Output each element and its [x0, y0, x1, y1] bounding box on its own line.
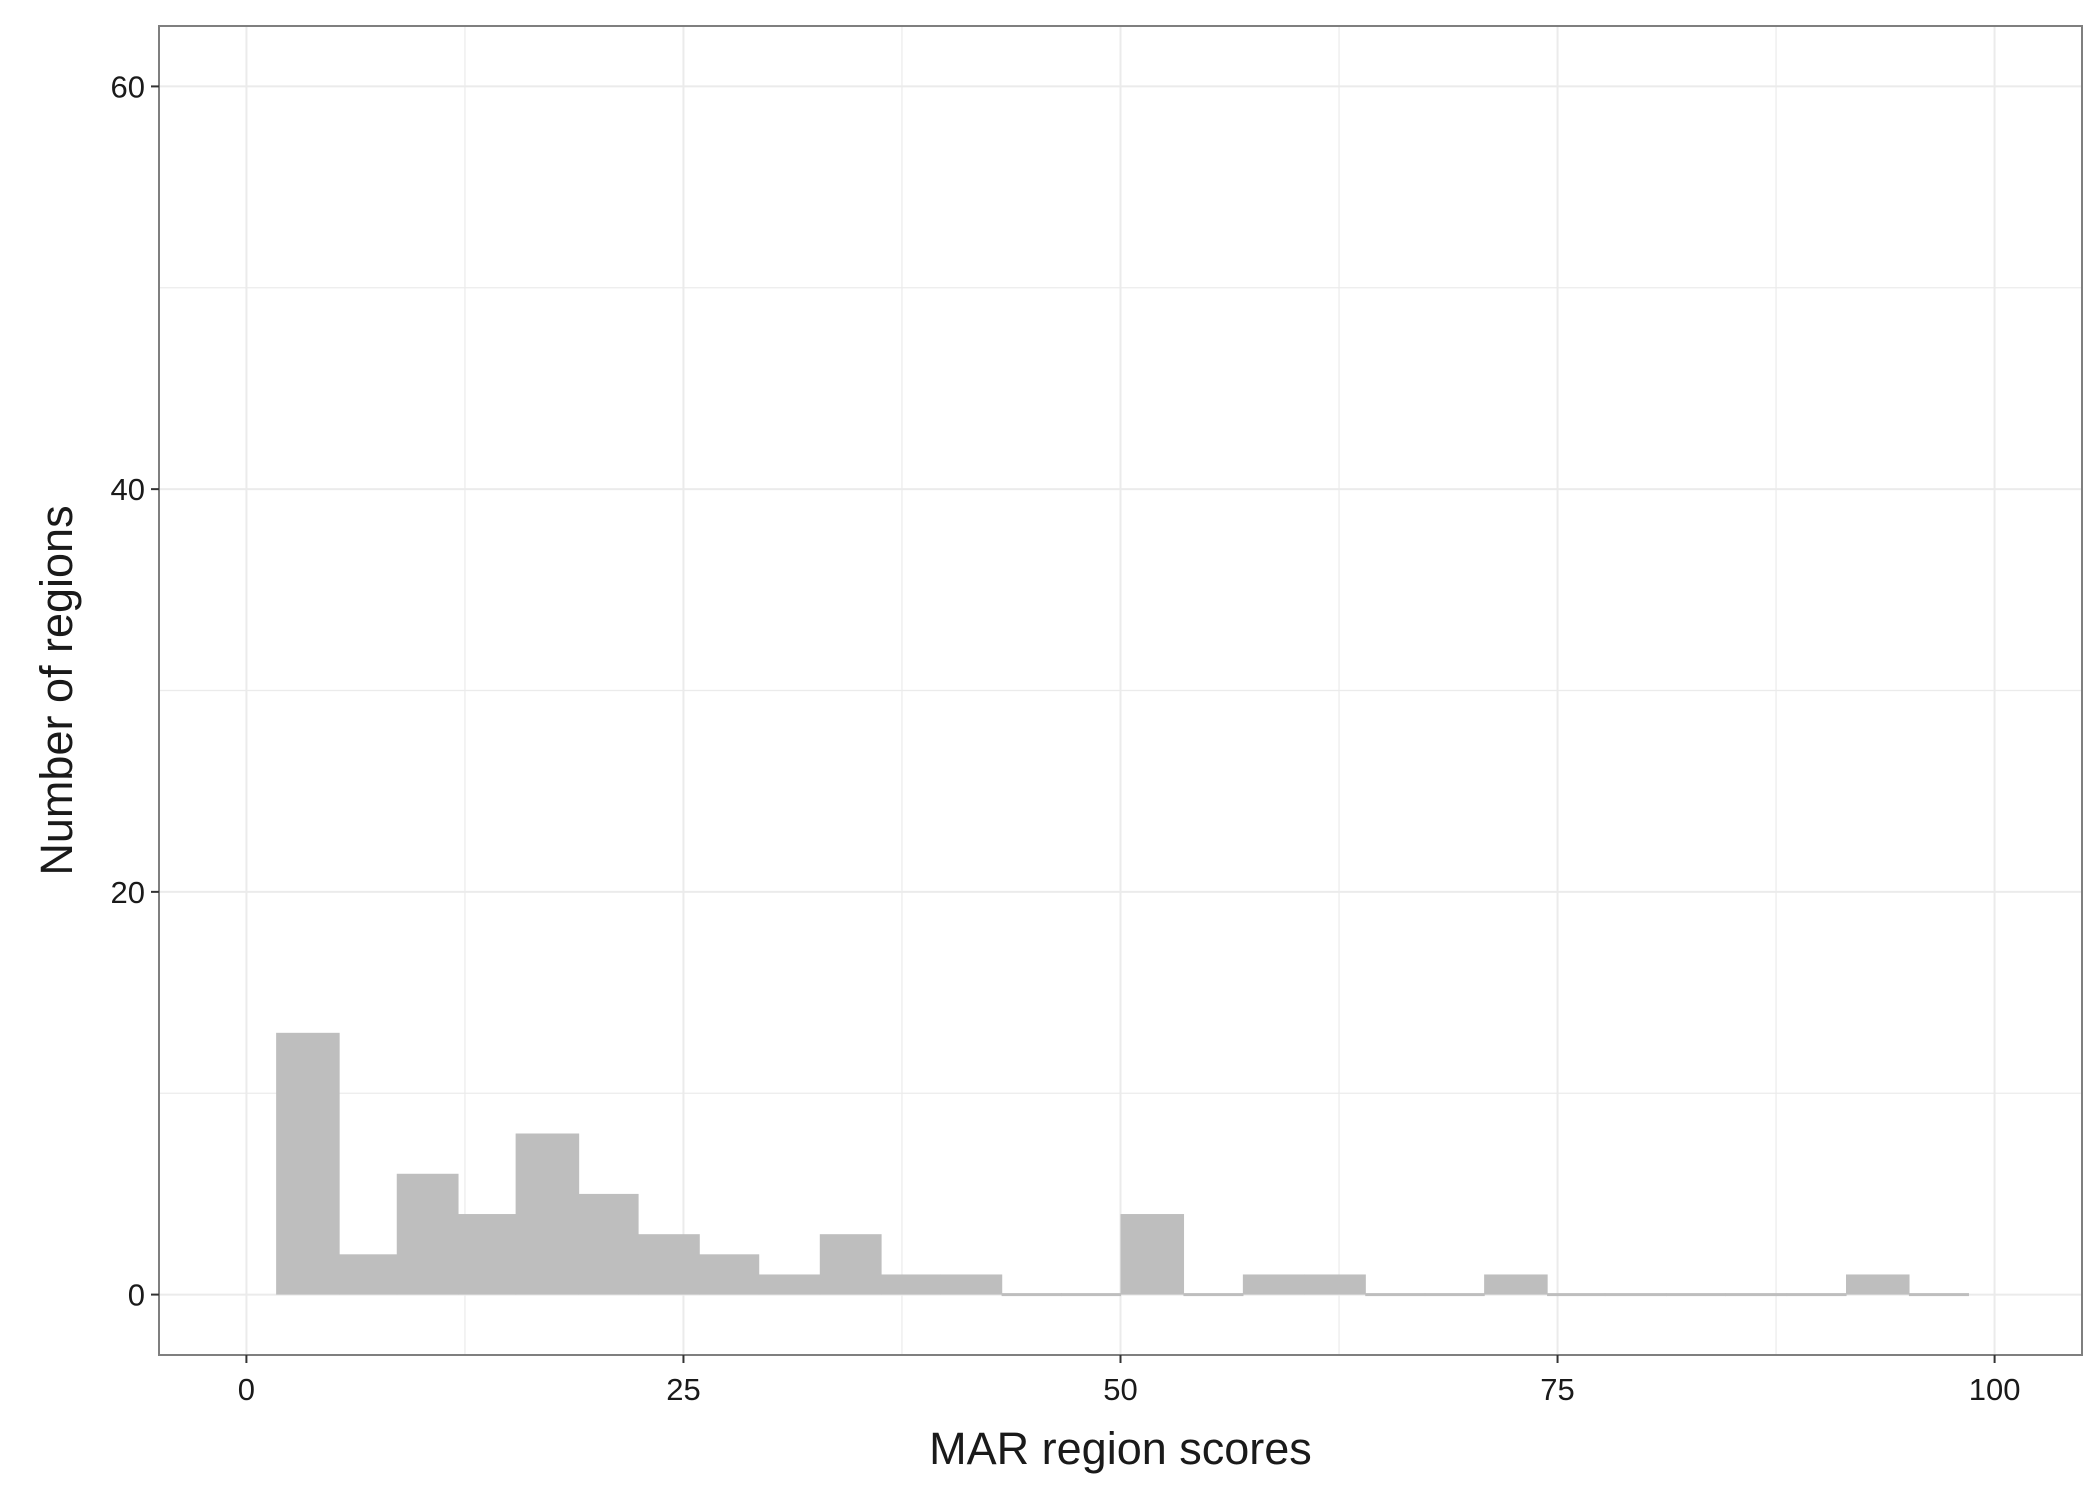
- histogram-bar: [1001, 1293, 1062, 1297]
- histogram-bar: [1424, 1293, 1485, 1297]
- y-axis-title: Number of regions: [31, 505, 82, 875]
- histogram-bar: [1665, 1293, 1726, 1297]
- histogram-bar: [1242, 1274, 1305, 1295]
- y-tick-label: 0: [128, 1278, 145, 1313]
- histogram-bar: [339, 1254, 398, 1295]
- histogram-bars: [276, 1032, 1969, 1297]
- histogram-bar: [276, 1032, 340, 1295]
- grid-lines: [159, 26, 2082, 1355]
- histogram-bar: [396, 1173, 459, 1295]
- histogram-bar: [1365, 1293, 1426, 1297]
- x-tick-label: 100: [1969, 1372, 2021, 1407]
- x-tick-label: 25: [666, 1372, 700, 1407]
- histogram-bar: [1845, 1274, 1910, 1295]
- histogram-bar: [1304, 1274, 1366, 1295]
- y-tick-label: 60: [111, 69, 145, 104]
- x-axis-title: MAR region scores: [929, 1423, 1312, 1474]
- y-axis: 0 20 40 60: [111, 69, 159, 1313]
- histogram-bar: [1725, 1293, 1788, 1297]
- histogram-bar: [1484, 1274, 1548, 1295]
- histogram-bar: [1547, 1293, 1606, 1297]
- histogram-bar: [1120, 1214, 1185, 1295]
- histogram-bar: [1908, 1293, 1969, 1297]
- histogram-bar: [819, 1234, 882, 1295]
- y-tick-label: 20: [111, 875, 145, 910]
- histogram-bar: [638, 1234, 700, 1295]
- histogram-bar: [1061, 1293, 1122, 1297]
- histogram-bar: [940, 1274, 1003, 1295]
- histogram-bar: [1604, 1293, 1667, 1297]
- x-axis: 0 25 50 75 100: [238, 1355, 2021, 1407]
- histogram-bar: [758, 1274, 821, 1295]
- histogram-bar: [515, 1133, 580, 1295]
- histogram-bar: [578, 1193, 639, 1295]
- x-tick-label: 0: [238, 1372, 255, 1407]
- histogram-bar: [880, 1274, 942, 1295]
- x-tick-label: 50: [1103, 1372, 1137, 1407]
- histogram-bar: [1786, 1293, 1847, 1297]
- y-tick-label: 40: [111, 472, 145, 507]
- histogram-bar: [457, 1214, 517, 1295]
- histogram-bar: [1183, 1293, 1244, 1297]
- histogram-bar: [699, 1254, 760, 1295]
- x-tick-label: 75: [1540, 1372, 1574, 1407]
